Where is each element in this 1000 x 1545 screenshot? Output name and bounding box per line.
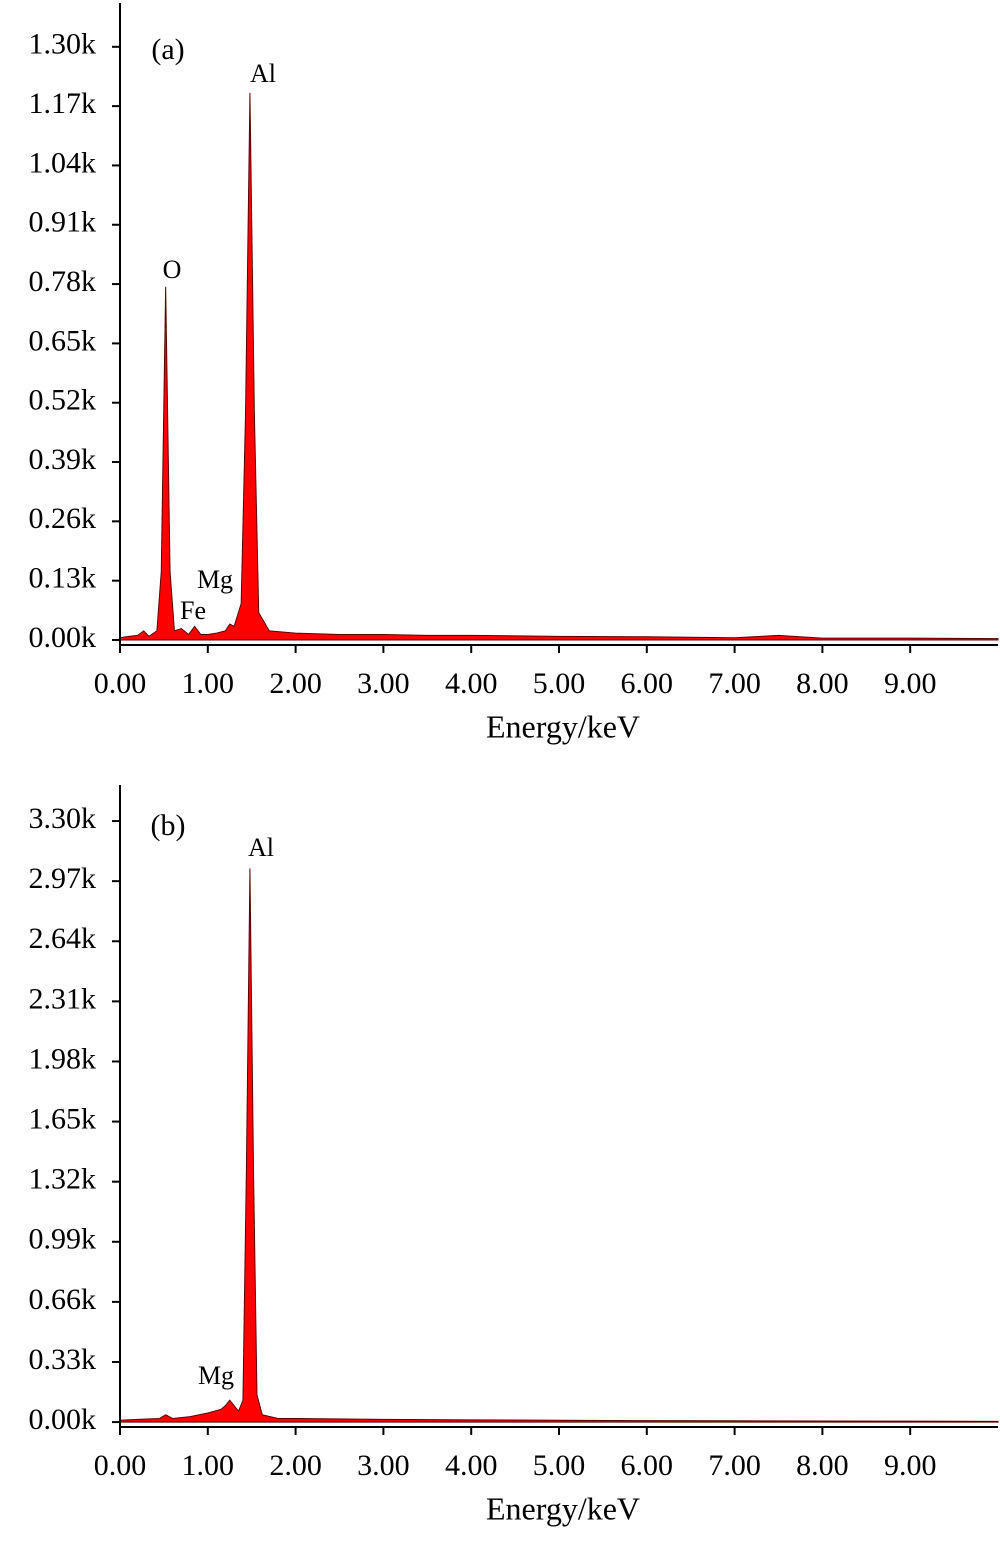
- y-tick-label: 0.99k: [29, 1223, 97, 1256]
- y-tick-label: 0.00k: [29, 1403, 97, 1436]
- y-tick-label: 3.30k: [29, 802, 97, 835]
- x-tick-label: 6.00: [621, 1449, 674, 1482]
- y-tick-label: 0.13k: [29, 562, 97, 595]
- y-tick-label: 0.00k: [29, 621, 97, 654]
- x-tick-label: 2.00: [269, 667, 322, 700]
- panel-label: (b): [151, 809, 186, 842]
- x-tick-label: 9.00: [884, 1449, 937, 1482]
- y-tick-label: 1.65k: [29, 1102, 97, 1135]
- x-tick-label: 5.00: [533, 667, 586, 700]
- y-tick-label: 2.97k: [29, 862, 97, 895]
- y-tick-label: 1.04k: [29, 146, 97, 179]
- x-tick-label: 8.00: [796, 1449, 849, 1482]
- x-tick-label: 1.00: [182, 1449, 235, 1482]
- x-tick-label: 3.00: [357, 1449, 410, 1482]
- x-tick-label: 4.00: [445, 1449, 498, 1482]
- x-tick-label: 0.00: [94, 667, 147, 700]
- y-tick-label: 0.39k: [29, 443, 97, 476]
- peak-label: O: [163, 255, 182, 284]
- x-tick-label: 7.00: [708, 1449, 761, 1482]
- x-tick-label: 3.00: [357, 667, 410, 700]
- y-tick-label: 0.66k: [29, 1283, 97, 1316]
- spectrum-area: [119, 868, 999, 1423]
- y-tick-label: 2.31k: [29, 982, 97, 1015]
- x-tick-label: 7.00: [708, 667, 761, 700]
- x-tick-label: 8.00: [796, 667, 849, 700]
- y-tick-label: 1.98k: [29, 1042, 97, 1075]
- y-tick-label: 0.78k: [29, 265, 97, 298]
- y-tick-label: 0.33k: [29, 1343, 97, 1376]
- x-tick-label: 6.00: [621, 667, 674, 700]
- y-tick-label: 2.64k: [29, 922, 97, 955]
- x-tick-label: 1.00: [182, 667, 235, 700]
- x-axis-title: Energy/keV: [486, 1490, 640, 1526]
- x-tick-label: 2.00: [269, 1449, 322, 1482]
- y-tick-label: 0.52k: [29, 384, 97, 417]
- y-tick-label: 1.32k: [29, 1163, 97, 1196]
- peak-label: Al: [248, 833, 274, 862]
- panel-label: (a): [151, 33, 184, 66]
- x-tick-label: 4.00: [445, 667, 498, 700]
- peak-label: Mg: [197, 565, 233, 594]
- y-tick-label: 0.26k: [29, 502, 97, 535]
- y-tick-label: 0.65k: [29, 324, 97, 357]
- x-axis-title: Energy/keV: [486, 708, 640, 744]
- peak-label: Fe: [180, 596, 206, 625]
- x-tick-label: 0.00: [94, 1449, 147, 1482]
- x-tick-label: 5.00: [533, 1449, 586, 1482]
- x-tick-label: 9.00: [884, 667, 937, 700]
- spectrum-area: [119, 92, 999, 641]
- y-tick-label: 0.91k: [29, 206, 97, 239]
- y-tick-label: 1.30k: [29, 28, 97, 61]
- y-tick-label: 1.17k: [29, 87, 97, 120]
- peak-label: Mg: [198, 1361, 234, 1390]
- peak-label: Al: [250, 59, 276, 88]
